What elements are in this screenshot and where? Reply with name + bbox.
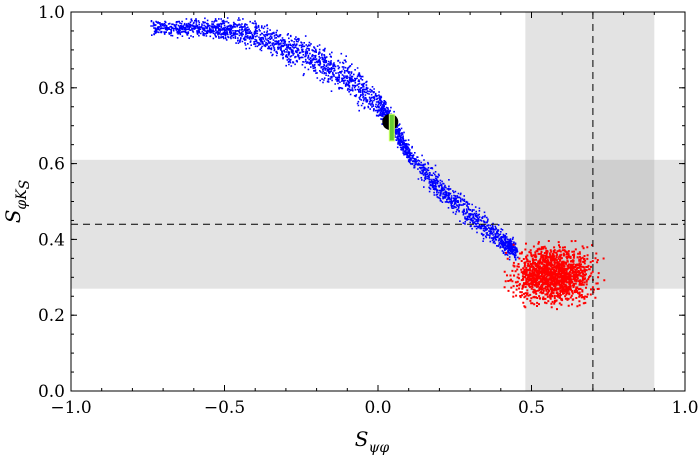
axis-ticks: −1.0 −0.5 0.0 0.5 1.0 0.0 0.2 0.4 0.6 0.8 1.0 <box>38 3 699 418</box>
scatter-points <box>150 17 606 311</box>
y-tick-label: 0.4 <box>38 230 65 250</box>
green-error-bar <box>388 113 395 142</box>
red-scatter-points <box>503 240 606 311</box>
central-markers <box>382 113 399 142</box>
y-axis-label-subsub: S <box>17 180 33 190</box>
x-axis-label-main: S <box>355 427 369 451</box>
x-tick-label: −1.0 <box>50 398 91 418</box>
y-axis-label: SφKS <box>1 180 33 224</box>
x-tick-label: 1.0 <box>671 398 698 418</box>
x-tick-label: −0.5 <box>204 398 245 418</box>
blue-scatter-points <box>150 17 519 261</box>
y-tick-label: 0.8 <box>38 79 65 99</box>
y-tick-label: 0.2 <box>38 306 65 326</box>
x-axis-label-sub: ψφ <box>368 440 389 456</box>
y-tick-label: 0.0 <box>38 382 65 402</box>
y-axis-label-sub: φK <box>14 188 30 210</box>
y-tick-label: 0.6 <box>38 155 65 175</box>
shaded-bands <box>71 12 685 391</box>
y-axis-label-main: S <box>1 210 25 224</box>
x-axis-label: Sψφ <box>355 427 390 456</box>
reference-lines <box>71 12 685 391</box>
y-tick-label: 1.0 <box>38 3 65 23</box>
x-tick-label: 0.0 <box>364 398 391 418</box>
x-tick-label: 0.5 <box>518 398 545 418</box>
